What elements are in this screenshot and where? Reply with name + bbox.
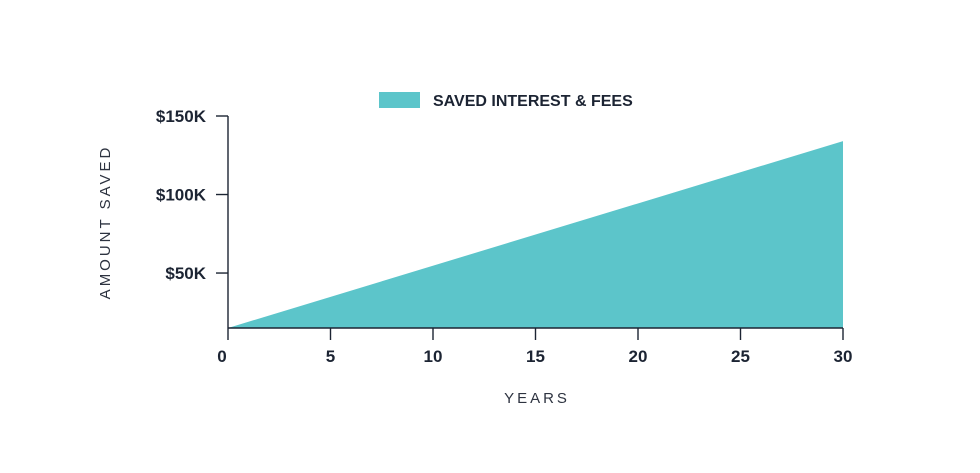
- x-tick-label: 20: [629, 347, 648, 366]
- ticks-layer: 0 5 10 15 20 25 30 $50K $100K $150K: [156, 107, 853, 366]
- x-tick-label: 30: [834, 347, 853, 366]
- x-tick-label: 10: [424, 347, 443, 366]
- area-layer: [228, 141, 843, 328]
- x-tick-label: 25: [731, 347, 750, 366]
- series-area-saved-interest-fees: [228, 141, 843, 328]
- legend: SAVED INTEREST & FEES: [379, 92, 633, 110]
- x-tick-label: 5: [326, 347, 335, 366]
- x-axis-title: YEARS: [504, 390, 570, 407]
- y-tick-label: $150K: [156, 107, 207, 126]
- y-tick-label: $100K: [156, 186, 207, 205]
- y-axis-title: AMOUNT SAVED: [97, 145, 114, 300]
- legend-label: SAVED INTEREST & FEES: [433, 93, 633, 110]
- x-tick-label: 15: [526, 347, 545, 366]
- legend-swatch: [379, 92, 420, 108]
- y-tick-label: $50K: [165, 264, 206, 283]
- x-tick-label: 0: [217, 347, 226, 366]
